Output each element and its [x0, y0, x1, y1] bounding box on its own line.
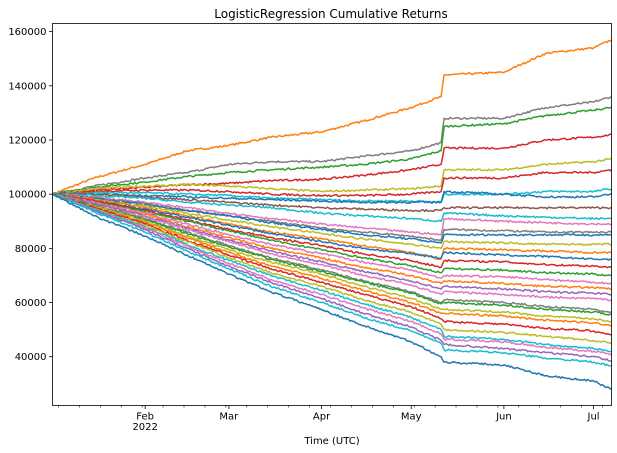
series-line-3 — [52, 106, 612, 196]
series-line-24 — [52, 193, 612, 316]
series-line-7 — [52, 188, 612, 204]
series-line-16 — [52, 193, 612, 261]
series-line-12 — [52, 193, 612, 242]
y-tick-label: 60000 — [15, 298, 47, 309]
series-line-18 — [52, 193, 612, 277]
y-axis-ticks: 40000 60000 80000 100000 120000 140000 160000 — [8, 27, 53, 363]
y-tick-label: 100000 — [8, 190, 46, 201]
series-line-23 — [52, 193, 612, 313]
x-tick-label: Feb — [136, 412, 154, 423]
series-line-11 — [52, 193, 612, 236]
series-line-28 — [52, 193, 612, 345]
y-tick-label: 160000 — [8, 27, 46, 38]
series-lines — [51, 39, 612, 390]
x-tick-label: Jul — [587, 412, 600, 423]
series-line-31 — [52, 193, 612, 362]
x-tick-label: Mar — [219, 412, 239, 423]
y-tick-label: 40000 — [15, 352, 47, 363]
series-line-30 — [52, 193, 612, 356]
series-line-17 — [52, 192, 612, 269]
y-tick-label: 80000 — [15, 244, 47, 255]
series-line-29 — [52, 193, 612, 353]
x-tick-label: Jun — [495, 412, 512, 423]
plot-frame — [52, 23, 612, 406]
series-line-26 — [52, 193, 612, 327]
y-tick-label: 140000 — [8, 81, 46, 92]
series-line-10 — [52, 192, 612, 223]
series-line-20 — [52, 193, 612, 290]
series-line-15 — [52, 192, 612, 260]
x-tick-label: Apr — [313, 412, 331, 423]
series-line-19 — [52, 193, 612, 285]
series-line-22 — [52, 193, 612, 302]
x-year-label: 2022 — [132, 422, 157, 433]
series-line-5 — [52, 157, 612, 196]
series-line-25 — [52, 193, 612, 323]
series-line-4 — [52, 133, 612, 195]
series-line-27 — [52, 193, 612, 336]
series-line-13 — [52, 192, 612, 244]
series-line-14 — [52, 193, 612, 250]
series-line-32 — [52, 193, 612, 367]
x-tick-label: May — [401, 412, 422, 423]
y-tick-label: 120000 — [8, 135, 46, 146]
chart-title: LogisticRegression Cumulative Returns — [214, 7, 447, 21]
series-line-2 — [52, 95, 612, 195]
series-line-21 — [52, 193, 612, 296]
series-line-9 — [52, 192, 612, 213]
series-line-33 — [52, 193, 612, 390]
series-line-6 — [52, 169, 612, 198]
series-line-1 — [51, 39, 612, 195]
series-line-8 — [52, 190, 612, 204]
x-axis-title: Time (UTC) — [303, 436, 359, 447]
